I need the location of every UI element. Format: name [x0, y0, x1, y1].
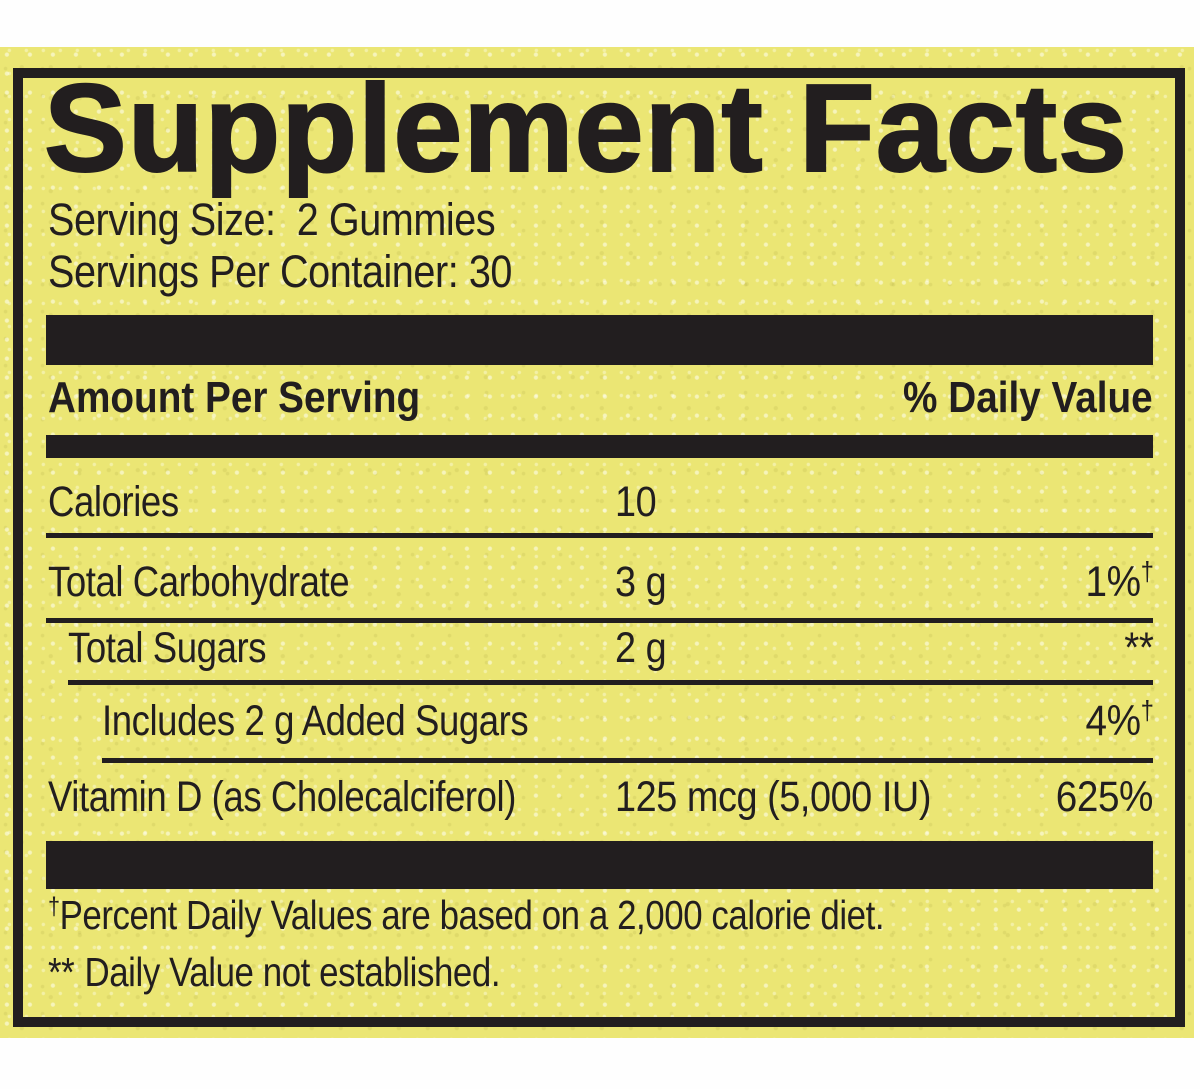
nutrient-name: Includes 2 g Added Sugars — [102, 697, 529, 745]
nutrient-amount: 2 g — [615, 624, 667, 672]
dagger-mark: † — [1140, 695, 1153, 726]
table-row-total-sugars: Total Sugars 2 g ** — [0, 624, 1153, 672]
nutrient-name: Total Sugars — [68, 624, 267, 672]
dagger-mark: † — [1140, 556, 1153, 587]
nutrient-daily-value: 625% — [1055, 773, 1154, 821]
amount-per-serving-header: Amount Per Serving — [48, 373, 421, 422]
nutrient-daily-value: ** — [1123, 624, 1154, 672]
daily-value-text: 4% — [1085, 697, 1141, 745]
footnote-text: Daily Value not established. — [84, 949, 501, 995]
separator-bar-top — [46, 315, 1153, 365]
footnote-daily-values: †Percent Daily Values are based on a 2,0… — [48, 890, 885, 940]
table-header-row: Amount Per Serving % Daily Value — [0, 374, 1153, 422]
asterisk-mark: ** — [48, 949, 75, 995]
serving-size: Serving Size: 2 Gummies — [48, 194, 496, 245]
nutrient-amount: 125 mcg (5,000 IU) — [615, 773, 931, 821]
label-title: Supplement Facts — [43, 60, 1128, 198]
separator-bar-middle — [46, 435, 1153, 458]
row-divider-indented — [68, 680, 1153, 685]
table-row-calories: Calories 10 — [0, 478, 1153, 526]
row-divider-indented — [102, 758, 1153, 763]
table-row-vitamin-d: Vitamin D (as Cholecalciferol) 125 mcg (… — [0, 773, 1153, 821]
percent-daily-value-header: % Daily Value — [903, 373, 1153, 422]
footnote-dv-not-established: ** Daily Value not established. — [48, 947, 501, 997]
nutrient-amount: 10 — [615, 478, 657, 526]
daily-value-text: ** — [1123, 624, 1154, 672]
nutrient-daily-value: 4%† — [1085, 697, 1153, 745]
row-divider — [46, 618, 1153, 623]
nutrient-amount: 3 g — [615, 558, 667, 606]
row-divider — [46, 533, 1153, 538]
nutrient-name: Calories — [48, 478, 179, 526]
footnote-text: Percent Daily Values are based on a 2,00… — [59, 892, 885, 938]
nutrient-name: Vitamin D (as Cholecalciferol) — [48, 773, 516, 821]
nutrient-daily-value: 1%† — [1085, 558, 1153, 606]
servings-per-container: Servings Per Container: 30 — [48, 246, 513, 297]
nutrient-name: Total Carbohydrate — [48, 558, 350, 606]
dagger-mark: † — [48, 892, 60, 921]
table-row-total-carbohydrate: Total Carbohydrate 3 g 1%† — [0, 558, 1153, 606]
table-row-added-sugars: Includes 2 g Added Sugars 4%† — [0, 697, 1153, 745]
daily-value-text: 1% — [1085, 558, 1141, 606]
separator-bar-bottom — [46, 841, 1153, 889]
daily-value-text: 625% — [1055, 773, 1154, 821]
label-border — [13, 68, 1185, 1027]
supplement-facts-label: Supplement Facts Serving Size: 2 Gummies… — [0, 47, 1194, 1038]
